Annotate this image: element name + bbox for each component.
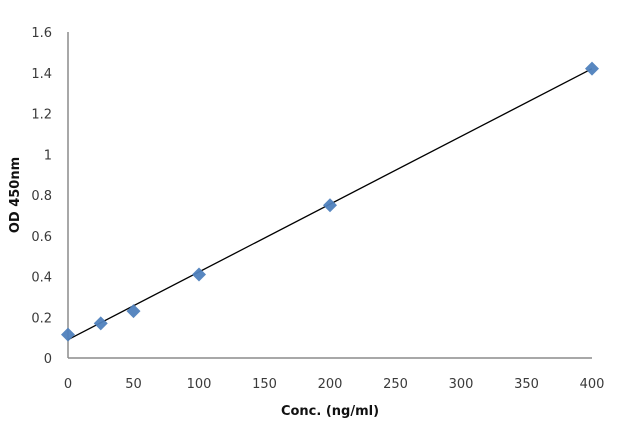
x-tick-label: 100 — [187, 377, 212, 392]
x-tick-label: 300 — [449, 377, 474, 392]
y-tick-label: 0.4 — [31, 271, 52, 286]
y-tick-label: 1.4 — [31, 67, 52, 82]
diamond-marker-icon — [93, 316, 108, 331]
diamond-marker-icon — [192, 267, 206, 282]
y-tick-label: 0 — [44, 352, 52, 367]
x-tick-label: 350 — [514, 377, 539, 392]
y-tick-label: 0.2 — [31, 311, 52, 326]
y-axis: 0 0.2 0.4 0.6 0.8 1 1.2 1.4 1.6 — [31, 26, 69, 367]
x-tick-label: 200 — [318, 377, 343, 392]
x-tick-label: 0 — [64, 377, 72, 392]
x-tick-label: 150 — [252, 377, 277, 392]
x-tick-label: 250 — [383, 377, 408, 392]
diamond-marker-icon — [585, 61, 599, 76]
x-tick-label: 400 — [580, 377, 605, 392]
x-tick-label: 50 — [125, 377, 142, 392]
y-tick-label: 0.6 — [31, 230, 52, 245]
y-tick-label: 1 — [44, 148, 52, 163]
diamond-marker-icon — [323, 198, 337, 213]
data-points — [61, 61, 599, 342]
diamond-marker-icon — [126, 304, 141, 319]
x-axis-label: Conc. (ng/ml) — [281, 404, 379, 419]
x-axis: 0 50 100 150 200 250 300 350 400 — [64, 357, 605, 392]
y-tick-label: 0.8 — [31, 189, 52, 204]
y-axis-label: OD 450nm — [8, 157, 23, 233]
y-tick-label: 1.2 — [31, 108, 52, 123]
y-tick-label: 1.6 — [31, 26, 52, 41]
diamond-marker-icon — [61, 327, 75, 342]
